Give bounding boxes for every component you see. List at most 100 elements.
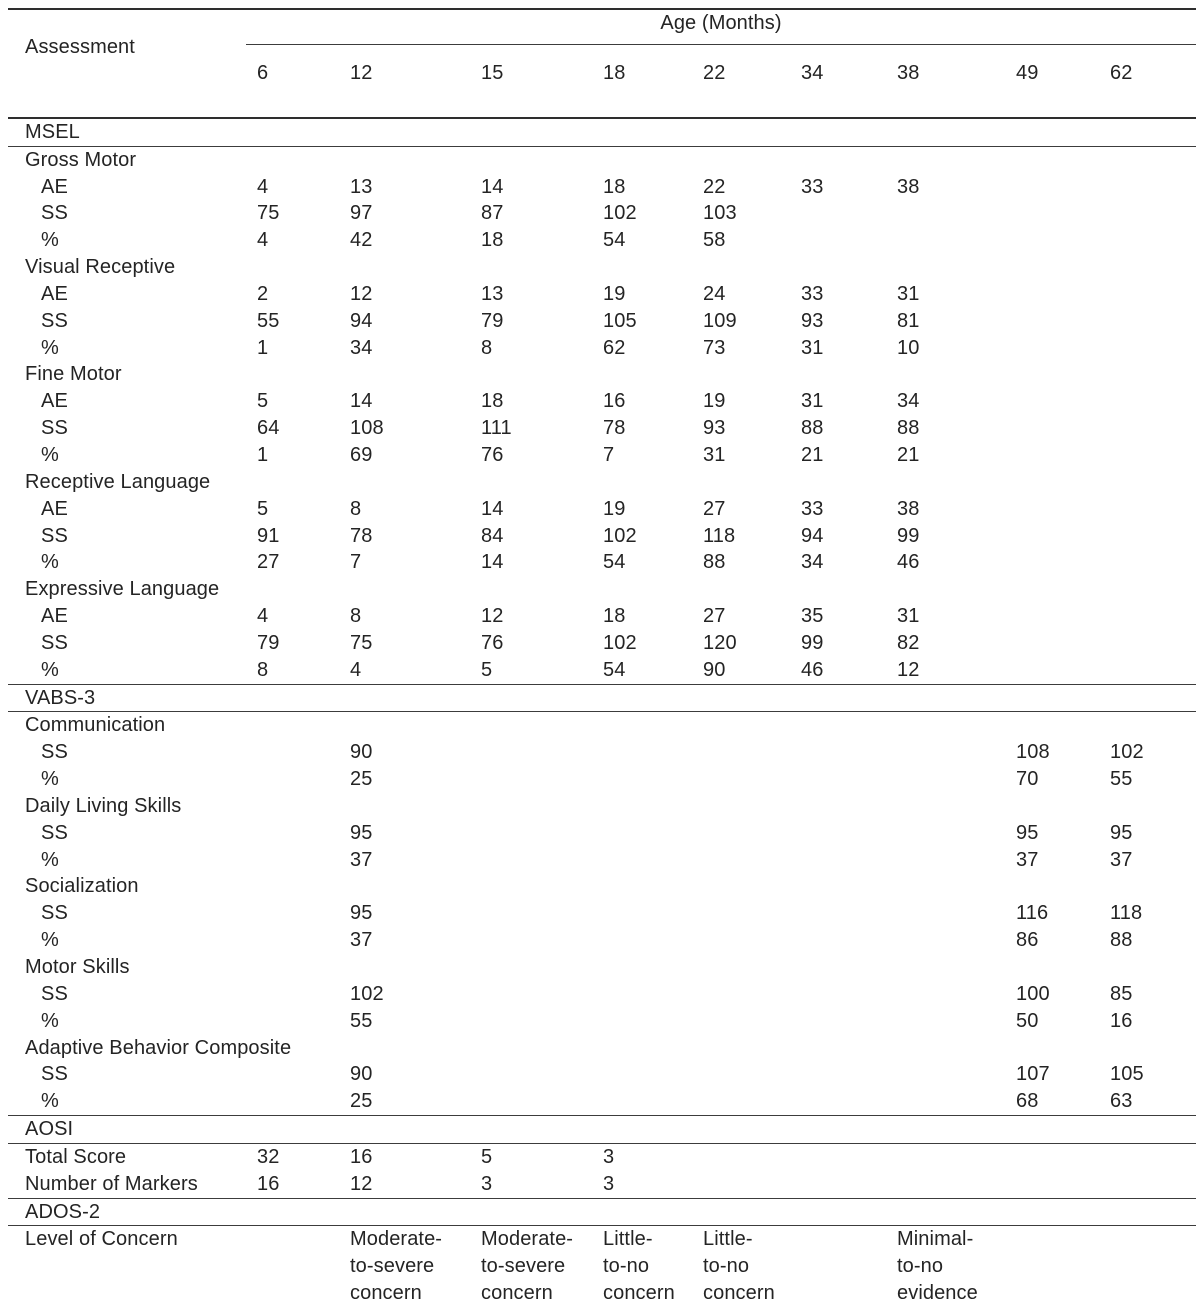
cell-value: 12 — [481, 605, 504, 628]
cell-value — [1005, 415, 1099, 442]
cell-value: 46 — [897, 551, 920, 574]
sub-row: % 1 34 8 62 73 31 10 — [8, 335, 1196, 362]
cell-value — [339, 1116, 470, 1144]
cell-value — [790, 684, 886, 712]
cell-value: 118 — [1110, 902, 1143, 925]
cell-value — [692, 1088, 790, 1115]
cell-value — [790, 1061, 886, 1088]
cell-value — [886, 793, 1005, 820]
cell-value — [339, 954, 470, 981]
row-label: Gross Motor — [25, 148, 137, 171]
cell-value — [470, 469, 592, 496]
cell-value — [1005, 200, 1099, 227]
cell-value: 3 — [603, 1172, 615, 1195]
row-label: SS — [41, 309, 68, 332]
cell-value — [470, 118, 592, 146]
cell-value — [886, 927, 1005, 954]
cell-value — [790, 1088, 886, 1115]
cell-value — [692, 1116, 790, 1144]
table-body: MSEL Gross Motor AE 4 13 14 18 22 33 38 SS 75 97 87 10… — [8, 118, 1197, 1307]
cell-value — [1099, 388, 1196, 415]
cell-value — [592, 1035, 692, 1062]
row-label: Daily Living Skills — [25, 794, 182, 817]
cell-value — [470, 873, 592, 900]
cell-value: 37 — [1016, 848, 1039, 871]
cell-value: 79 — [257, 631, 280, 654]
cell-value: Little- to-no concern — [703, 1228, 775, 1305]
cell-value: 88 — [1110, 929, 1133, 952]
cell-value — [886, 820, 1005, 847]
row-label: Visual Receptive — [25, 256, 176, 279]
cell-value — [1099, 1198, 1196, 1226]
cell-value: 102 — [350, 982, 384, 1005]
cell-value — [1005, 1171, 1099, 1198]
row-label: SS — [41, 417, 68, 440]
cell-value — [790, 1198, 886, 1226]
cell-value: 111 — [481, 417, 512, 440]
row-label: % — [41, 1009, 59, 1032]
cell-value — [692, 1143, 790, 1170]
row-label: AE — [41, 497, 68, 520]
cell-value: 33 — [801, 282, 824, 305]
row-label: Number of Markers — [25, 1172, 198, 1195]
cell-value — [1099, 630, 1196, 657]
row-label: SS — [41, 821, 68, 844]
cell-value: 5 — [257, 497, 269, 520]
age-col-header: 15 — [481, 61, 504, 84]
row-label: SS — [41, 631, 68, 654]
sub-row: AE 5 14 18 16 19 31 34 — [8, 388, 1196, 415]
cell-value: 90 — [350, 741, 373, 764]
cell-value: 108 — [350, 417, 384, 440]
cell-value: 116 — [1016, 902, 1049, 925]
cell-value — [692, 847, 790, 874]
cell-value — [1099, 657, 1196, 684]
cell-value — [1099, 200, 1196, 227]
cell-value — [246, 954, 339, 981]
cell-value — [1005, 873, 1099, 900]
sub-row: SS 64 108 111 78 93 88 88 — [8, 415, 1196, 442]
cell-value — [692, 1008, 790, 1035]
cell-value — [592, 927, 692, 954]
sub-row: SS 79 75 76 102 120 99 82 — [8, 630, 1196, 657]
row-label: ADOS-2 — [25, 1200, 101, 1223]
cell-value: 103 — [703, 202, 737, 225]
cell-value — [246, 576, 339, 603]
cell-value: 38 — [897, 497, 920, 520]
cell-value: 50 — [1016, 1009, 1039, 1032]
cell-value: 102 — [603, 631, 637, 654]
cell-value: 18 — [481, 229, 504, 252]
cell-value — [470, 1198, 592, 1226]
cell-value — [246, 1116, 339, 1144]
cell-value — [1099, 281, 1196, 308]
row-label: % — [41, 768, 59, 791]
sub-row: SS 75 97 87 102 103 — [8, 200, 1196, 227]
cell-value: 95 — [1016, 821, 1039, 844]
cell-value: 120 — [703, 631, 737, 654]
cell-value — [1005, 335, 1099, 362]
cell-value: 16 — [603, 390, 626, 413]
cell-value — [1099, 1116, 1196, 1144]
row-label: MSEL — [25, 120, 80, 143]
cell-value: 8 — [350, 497, 362, 520]
age-col-header: 49 — [1016, 61, 1039, 84]
cell-value: 5 — [481, 658, 493, 681]
cell-value — [886, 739, 1005, 766]
section-row: AOSI — [8, 1115, 1197, 1144]
cell-value: Moderate- to-severe concern — [481, 1228, 574, 1305]
cell-value — [1099, 442, 1196, 469]
cell-value — [246, 146, 339, 173]
cell-value — [246, 739, 339, 766]
cell-value — [1005, 174, 1099, 201]
cell-value — [592, 146, 692, 173]
cell-value — [692, 469, 790, 496]
sub-row: AE 4 13 14 18 22 33 38 — [8, 174, 1196, 201]
cell-value: 108 — [1016, 741, 1050, 764]
cell-value: 76 — [481, 443, 504, 466]
row-label: Expressive Language — [25, 578, 220, 601]
cell-value — [470, 900, 592, 927]
cell-value — [790, 1116, 886, 1144]
age-col-header: 38 — [897, 61, 920, 84]
cell-value: 46 — [801, 658, 824, 681]
cell-value — [1005, 793, 1099, 820]
cell-value: Moderate- to-severe concern — [350, 1228, 443, 1305]
